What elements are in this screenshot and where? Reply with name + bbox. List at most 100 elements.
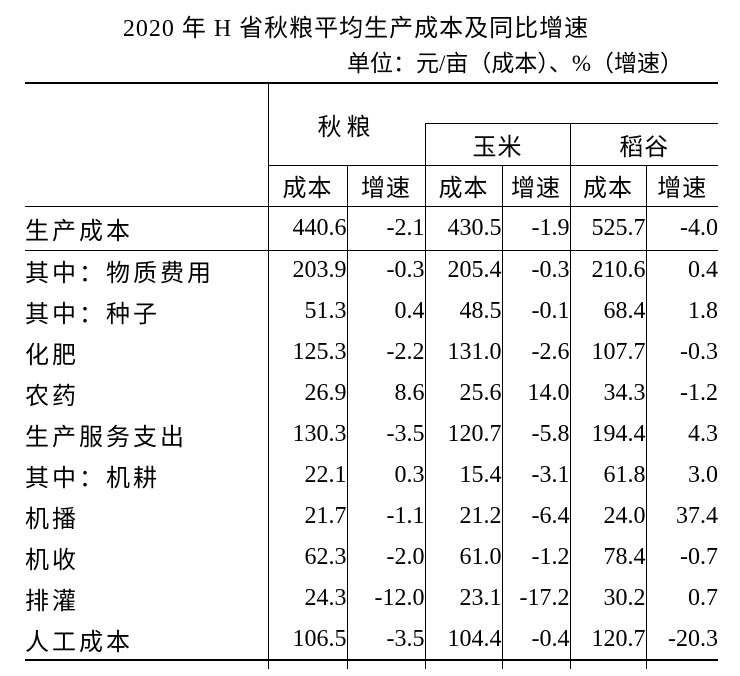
- cell-value: 104.4: [424, 619, 502, 661]
- cell-value: -2.0: [346, 537, 425, 578]
- table-row: 人工成本 106.5 -3.5 104.4 -0.4 120.7 -20.3: [25, 619, 718, 661]
- cell-value: 78.4: [569, 537, 646, 578]
- table-row: 其中：物质费用 203.9 -0.3 205.4 -0.3 210.6 0.4: [25, 250, 718, 291]
- cell-value: 205.4: [424, 250, 502, 291]
- column-line-stub: [425, 658, 426, 669]
- cell-value: -1.2: [645, 373, 718, 414]
- cell-value: 210.6: [569, 250, 646, 291]
- table-row: 生产服务支出 130.3 -3.5 120.7 -5.8 194.4 4.3: [25, 414, 718, 455]
- cell-value: 107.7: [569, 332, 646, 373]
- group-header-autumn-grain: 秋粮: [268, 82, 425, 165]
- cell-value: 22.1: [267, 455, 347, 496]
- cell-value: 125.3: [267, 332, 347, 373]
- column-line-stub: [268, 658, 269, 669]
- col-header-growth: 增速: [645, 164, 718, 207]
- cell-value: 1.8: [645, 291, 718, 332]
- row-label: 农药: [25, 373, 269, 414]
- cell-value: 131.0: [424, 332, 502, 373]
- cell-value: 120.7: [424, 414, 502, 455]
- col-header-cost: 成本: [424, 164, 502, 207]
- column-line-stub: [570, 658, 571, 669]
- cell-value: 51.3: [267, 291, 347, 332]
- group-header-rice: 稻谷: [569, 123, 718, 165]
- row-label: 排灌: [25, 578, 269, 619]
- column-line-stub: [347, 658, 348, 669]
- cell-value: 8.6: [346, 373, 425, 414]
- cell-value: 4.3: [645, 414, 718, 455]
- table-row: 机收 62.3 -2.0 61.0 -1.2 78.4 -0.7: [25, 537, 718, 578]
- cell-value: -0.7: [645, 537, 718, 578]
- cell-value: 14.0: [501, 373, 570, 414]
- cell-value: 62.3: [267, 537, 347, 578]
- column-line-stub: [502, 658, 503, 669]
- cell-value: -20.3: [645, 619, 718, 661]
- row-label: 生产成本: [25, 206, 269, 251]
- cell-value: -0.3: [645, 332, 718, 373]
- row-label: 机播: [25, 496, 269, 537]
- cell-value: 61.8: [569, 455, 646, 496]
- cell-value: 26.9: [267, 373, 347, 414]
- cell-value: 15.4: [424, 455, 502, 496]
- column-line-stub: [646, 658, 647, 669]
- table-row: 化肥 125.3 -2.2 131.0 -2.6 107.7 -0.3: [25, 332, 718, 373]
- col-header-cost: 成本: [569, 164, 646, 207]
- cell-value: 120.7: [569, 619, 646, 661]
- cell-value: 68.4: [569, 291, 646, 332]
- cell-value: -3.1: [501, 455, 570, 496]
- cell-value: 0.4: [346, 291, 425, 332]
- cell-value: 0.3: [346, 455, 425, 496]
- col-header-growth: 增速: [346, 164, 425, 207]
- cell-value: -3.5: [346, 414, 425, 455]
- cell-value: 30.2: [569, 578, 646, 619]
- cost-table: 秋粮 玉米 稻谷 成本 增速 成本 增速 成本 增速 生产成本 440.6 -2…: [25, 82, 718, 661]
- cell-value: 440.6: [267, 206, 347, 251]
- page-title: 2020 年 H 省秋粮平均生产成本及同比增速: [122, 16, 590, 42]
- cell-value: 23.1: [424, 578, 502, 619]
- cell-value: 3.0: [645, 455, 718, 496]
- cell-value: 37.4: [645, 496, 718, 537]
- header-row-3: 成本 增速 成本 增速 成本 增速: [25, 164, 718, 207]
- table-row: 排灌 24.3 -12.0 23.1 -17.2 30.2 0.7: [25, 578, 718, 619]
- cell-value: -0.1: [501, 291, 570, 332]
- header-spacer-cell: [425, 82, 718, 124]
- cell-value: 34.3: [569, 373, 646, 414]
- table-row: 生产成本 440.6 -2.1 430.5 -1.9 525.7 -4.0: [25, 206, 718, 251]
- cell-value: -6.4: [501, 496, 570, 537]
- table-row: 机播 21.7 -1.1 21.2 -6.4 24.0 37.4: [25, 496, 718, 537]
- cell-value: -1.2: [501, 537, 570, 578]
- header-row-1: 秋粮: [25, 82, 718, 207]
- group-header-corn: 玉米: [424, 123, 570, 165]
- row-label: 其中：种子: [25, 291, 269, 332]
- header-row-2: 玉米 稻谷: [25, 123, 718, 165]
- cell-value: 21.2: [424, 496, 502, 537]
- row-label: 生产服务支出: [25, 414, 269, 455]
- cell-value: 48.5: [424, 291, 502, 332]
- stub-cell: [25, 82, 269, 207]
- cell-value: 430.5: [424, 206, 502, 251]
- table-row: 其中：机耕 22.1 0.3 15.4 -3.1 61.8 3.0: [25, 455, 718, 496]
- cell-value: -5.8: [501, 414, 570, 455]
- cell-value: 203.9: [267, 250, 347, 291]
- cell-value: -2.2: [346, 332, 425, 373]
- cell-value: -1.9: [501, 206, 570, 251]
- row-label: 其中：机耕: [25, 455, 269, 496]
- cell-value: -4.0: [645, 206, 718, 251]
- cell-value: 24.3: [267, 578, 347, 619]
- row-label: 其中：物质费用: [25, 250, 269, 291]
- cell-value: -0.3: [501, 250, 570, 291]
- unit-note: 单位：元/亩（成本）、%（增速）: [346, 51, 683, 76]
- cell-value: 21.7: [267, 496, 347, 537]
- cell-value: -0.3: [346, 250, 425, 291]
- cell-value: -0.4: [501, 619, 570, 661]
- cell-value: 106.5: [267, 619, 347, 661]
- cell-value: -1.1: [346, 496, 425, 537]
- col-header-cost: 成本: [268, 164, 347, 207]
- cell-value: 24.0: [569, 496, 646, 537]
- cell-value: 61.0: [424, 537, 502, 578]
- cell-value: -3.5: [346, 619, 425, 661]
- row-label: 机收: [25, 537, 269, 578]
- cell-value: 525.7: [569, 206, 646, 251]
- table-row: 其中：种子 51.3 0.4 48.5 -0.1 68.4 1.8: [25, 291, 718, 332]
- table-row: 农药 26.9 8.6 25.6 14.0 34.3 -1.2: [25, 373, 718, 414]
